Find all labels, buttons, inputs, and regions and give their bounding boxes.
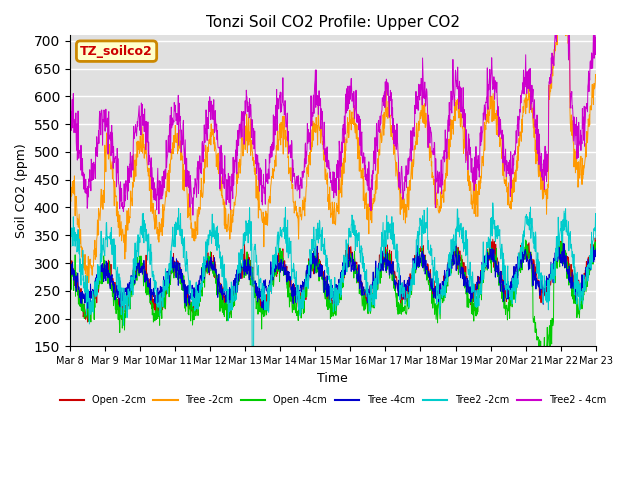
Y-axis label: Soil CO2 (ppm): Soil CO2 (ppm) <box>15 144 28 238</box>
Text: TZ_soilco2: TZ_soilco2 <box>80 45 153 58</box>
Title: Tonzi Soil CO2 Profile: Upper CO2: Tonzi Soil CO2 Profile: Upper CO2 <box>206 15 460 30</box>
Legend: Open -2cm, Tree -2cm, Open -4cm, Tree -4cm, Tree2 -2cm, Tree2 - 4cm: Open -2cm, Tree -2cm, Open -4cm, Tree -4… <box>56 392 610 409</box>
X-axis label: Time: Time <box>317 372 348 384</box>
